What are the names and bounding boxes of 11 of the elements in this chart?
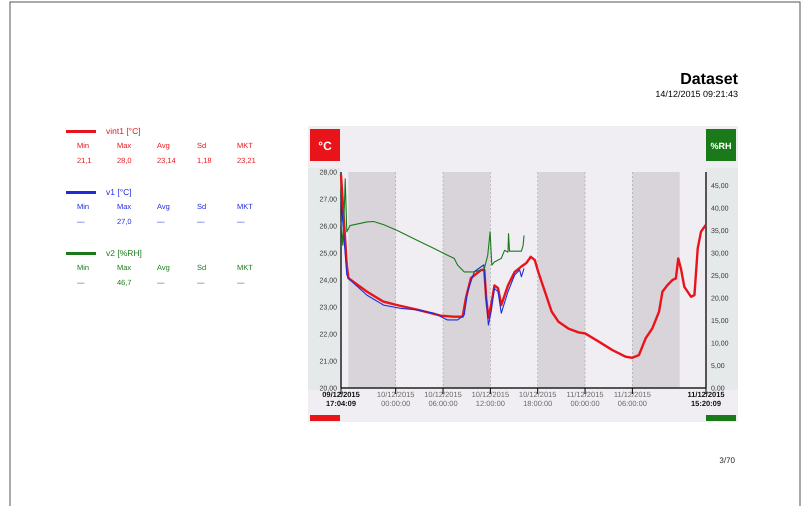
line-series bbox=[340, 174, 707, 359]
y2-axis-title: %RH bbox=[710, 141, 732, 151]
legend-label: v1 [°C] bbox=[106, 187, 132, 197]
y-axis-title: °C bbox=[318, 139, 332, 153]
chart-title: Dataset bbox=[680, 71, 739, 88]
legend-label: v2 [%RH] bbox=[106, 248, 142, 258]
chart-subtitle: 14/12/2015 09:21:43 bbox=[655, 89, 738, 99]
line-series bbox=[340, 178, 525, 272]
text: 3/70 bbox=[719, 456, 736, 465]
line-series bbox=[340, 198, 525, 326]
legend-label: vint1 [°C] bbox=[106, 126, 141, 136]
